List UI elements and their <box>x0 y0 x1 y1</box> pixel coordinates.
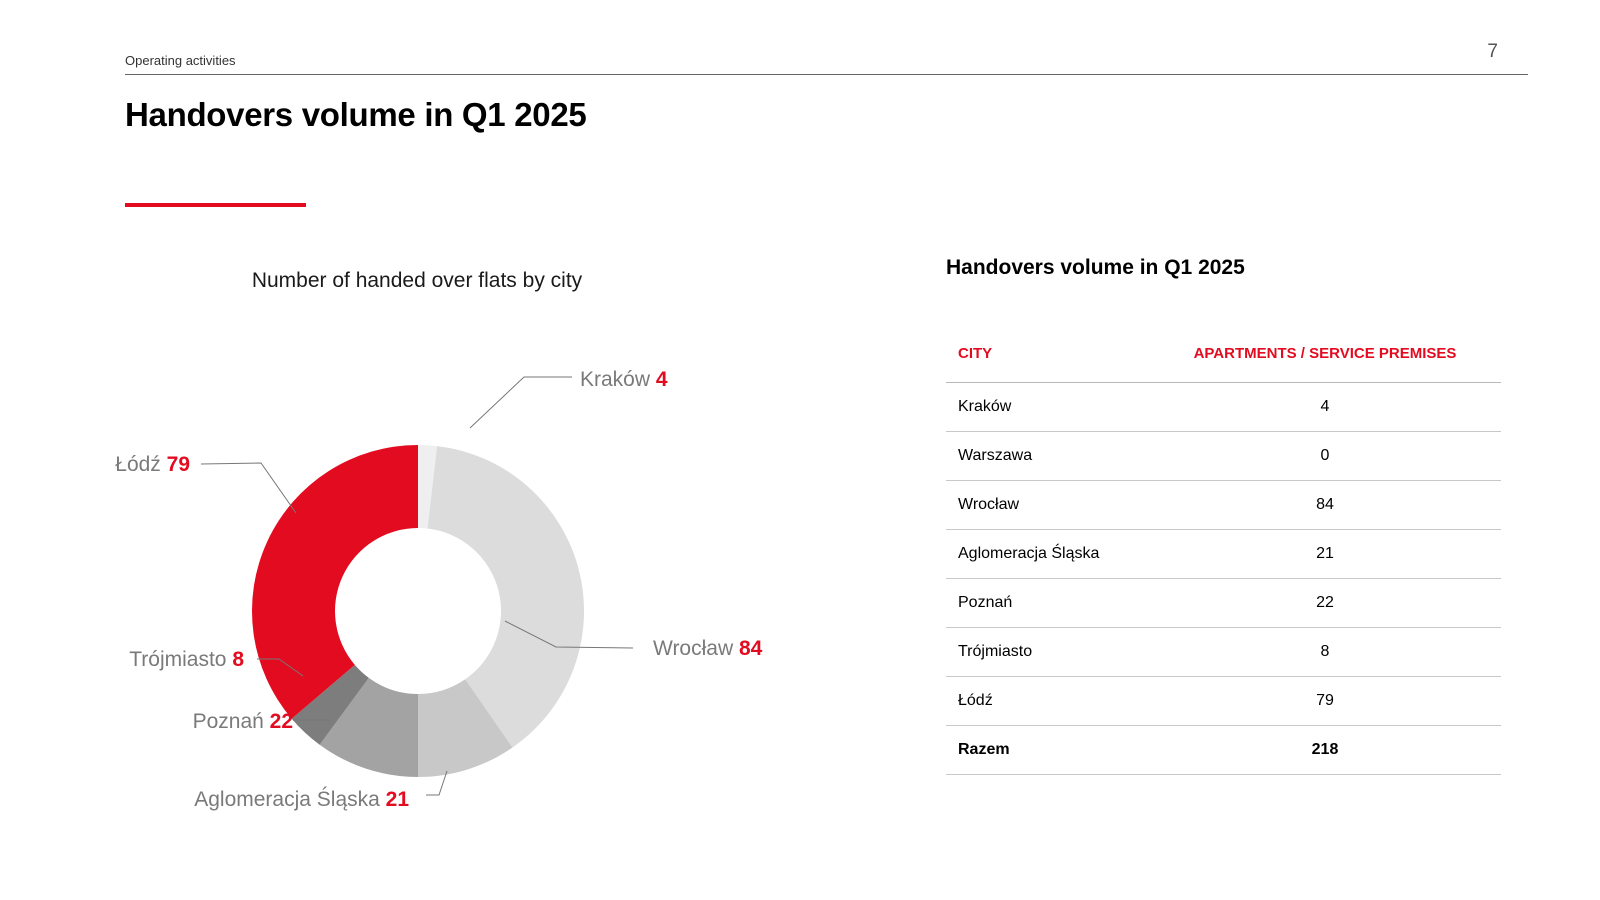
slice-trojmiasto <box>291 664 369 745</box>
table-row: Kraków 4 <box>946 382 1501 432</box>
data-label-krakow: Kraków 4 <box>580 368 668 391</box>
row-value: 79 <box>1148 676 1501 726</box>
row-value: 4 <box>1148 382 1501 432</box>
section-label: Operating activities <box>125 53 236 68</box>
table-row: Poznań 22 <box>946 578 1501 628</box>
chart-title: Number of handed over flats by city <box>252 269 583 292</box>
total-value: 218 <box>1148 725 1501 775</box>
accent-bar <box>125 203 306 207</box>
table-row: Wrocław 84 <box>946 480 1501 530</box>
leader-line-lodz <box>200 462 297 514</box>
leader-line-aglomeracja-slaska <box>426 770 448 796</box>
data-label-aglomeracja-slaska: Aglomeracja Śląska 21 <box>194 787 409 811</box>
leader-line-krakow <box>469 376 572 429</box>
row-city: Wrocław <box>946 480 1149 530</box>
slice-aglomeracja-slaska <box>418 679 513 777</box>
header-divider <box>125 74 1528 75</box>
row-value: 84 <box>1148 480 1501 530</box>
table-row: Trójmiasto 8 <box>946 627 1501 677</box>
data-label-wroclaw: Wrocław 84 <box>653 637 763 660</box>
data-label-poznan: Poznań 22 <box>193 710 293 733</box>
header-city: CITY <box>946 324 1149 383</box>
leader-line-trojmiasto <box>257 658 304 677</box>
table-row: Aglomeracja Śląska 21 <box>946 529 1501 579</box>
table-row: Łódź 79 <box>946 676 1501 726</box>
slice-poznan <box>319 677 418 777</box>
row-value: 21 <box>1148 529 1501 579</box>
row-city: Trójmiasto <box>946 627 1149 677</box>
header-apartments: APARTMENTS / SERVICE PREMISES <box>1148 324 1501 383</box>
row-city: Aglomeracja Śląska <box>946 529 1149 579</box>
row-city: Kraków <box>946 382 1149 432</box>
table-header-row: CITY APARTMENTS / SERVICE PREMISES <box>946 324 1501 383</box>
table-total-row: Razem 218 <box>946 725 1501 775</box>
page-number: 7 <box>1487 41 1498 62</box>
table-title: Handovers volume in Q1 2025 <box>946 256 1245 279</box>
donut-chart: Number of handed over flats by city Krak… <box>115 269 763 811</box>
slice-krakow <box>418 445 438 529</box>
row-value: 22 <box>1148 578 1501 628</box>
row-city: Poznań <box>946 578 1149 628</box>
handovers-table: CITY APARTMENTS / SERVICE PREMISES Krakó… <box>946 324 1501 775</box>
row-city: Łódź <box>946 676 1149 726</box>
table-row: Warszawa 0 <box>946 431 1501 481</box>
data-label-lodz: Łódź 79 <box>115 453 190 476</box>
row-value: 8 <box>1148 627 1501 677</box>
page-title: Handovers volume in Q1 2025 <box>125 96 587 133</box>
data-label-trojmiasto: Trójmiasto 8 <box>129 648 244 671</box>
row-value: 0 <box>1148 431 1501 481</box>
slice-wroclaw <box>427 446 584 748</box>
total-label: Razem <box>946 725 1149 775</box>
slice-lodz <box>251 445 418 719</box>
row-city: Warszawa <box>946 431 1149 481</box>
leader-line-wroclaw <box>504 620 634 649</box>
